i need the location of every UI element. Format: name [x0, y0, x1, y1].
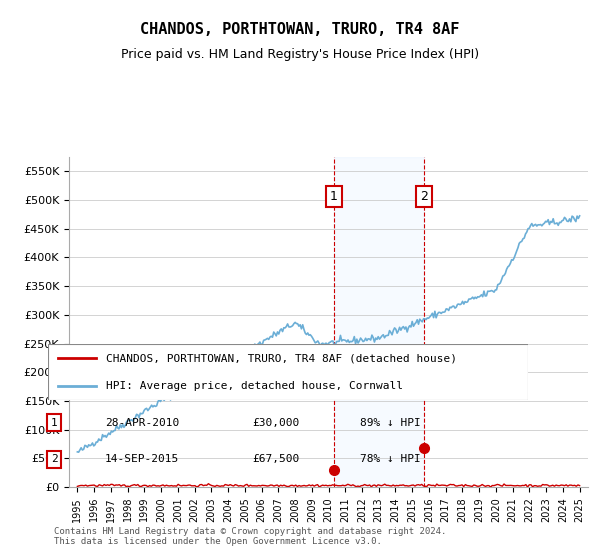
Text: 89% ↓ HPI: 89% ↓ HPI	[360, 418, 421, 428]
Text: 2: 2	[50, 454, 58, 464]
Text: £30,000: £30,000	[252, 418, 299, 428]
Text: Contains HM Land Registry data © Crown copyright and database right 2024.
This d: Contains HM Land Registry data © Crown c…	[54, 526, 446, 546]
Text: CHANDOS, PORTHTOWAN, TRURO, TR4 8AF: CHANDOS, PORTHTOWAN, TRURO, TR4 8AF	[140, 22, 460, 38]
Text: 1: 1	[330, 190, 338, 203]
FancyBboxPatch shape	[48, 344, 528, 400]
Text: 2: 2	[420, 190, 428, 203]
Text: 1: 1	[50, 418, 58, 428]
Text: CHANDOS, PORTHTOWAN, TRURO, TR4 8AF (detached house): CHANDOS, PORTHTOWAN, TRURO, TR4 8AF (det…	[106, 353, 457, 363]
Text: HPI: Average price, detached house, Cornwall: HPI: Average price, detached house, Corn…	[106, 381, 403, 391]
Text: £67,500: £67,500	[252, 454, 299, 464]
Bar	[334, 157, 424, 487]
Text: 78% ↓ HPI: 78% ↓ HPI	[360, 454, 421, 464]
Text: 28-APR-2010: 28-APR-2010	[105, 418, 179, 428]
Text: Price paid vs. HM Land Registry's House Price Index (HPI): Price paid vs. HM Land Registry's House …	[121, 48, 479, 60]
Text: 14-SEP-2015: 14-SEP-2015	[105, 454, 179, 464]
